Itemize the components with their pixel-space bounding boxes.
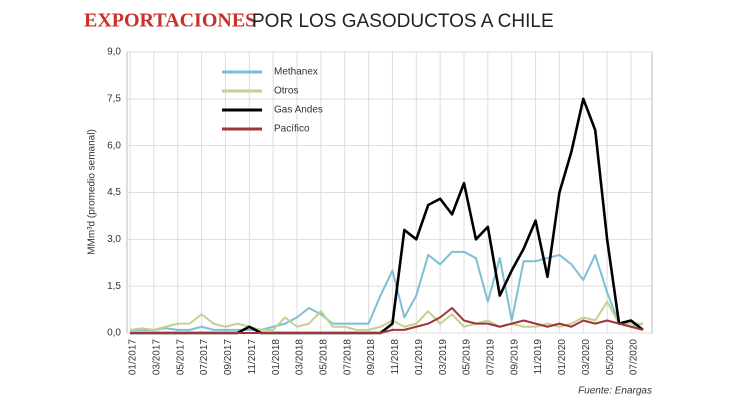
x-tick-label: 03/2019 <box>438 339 449 376</box>
x-tick-label: 07/2017 <box>199 339 210 376</box>
x-tick-label: 09/2017 <box>223 339 234 376</box>
y-tick-label: 4,5 <box>107 187 121 198</box>
x-tick-label: 11/2017 <box>247 339 258 375</box>
y-tick-label: 9,0 <box>107 47 121 58</box>
x-tick-label: 05/2018 <box>318 339 329 376</box>
x-tick-label: 11/2018 <box>390 339 401 375</box>
x-tick-label: 01/2018 <box>271 339 282 376</box>
series-line <box>130 307 644 334</box>
y-tick-label: 3,0 <box>107 234 121 245</box>
x-tick-label: 05/2020 <box>605 339 616 376</box>
x-tick-label: 01/2020 <box>557 339 568 376</box>
x-tick-label: 09/2019 <box>509 339 520 376</box>
x-tick-label: 07/2019 <box>485 339 496 376</box>
x-tick-label: 07/2020 <box>629 339 640 376</box>
series-line <box>129 300 643 331</box>
y-tick-label: 1,5 <box>107 281 121 292</box>
series-line <box>130 97 644 335</box>
x-tick-label: 03/2017 <box>151 339 162 376</box>
x-tick-label: 03/2020 <box>581 339 592 376</box>
chart-title: EXPORTACIONES <box>84 10 256 32</box>
x-tick-label: 01/2017 <box>128 339 139 376</box>
y-tick-label: 7,5 <box>107 93 121 104</box>
legend-label: Methanex <box>274 67 318 78</box>
y-axis-label: MMm³d (promedio semanal) <box>87 129 98 255</box>
x-tick-label: 03/2018 <box>295 339 306 376</box>
x-tick-label: 01/2019 <box>414 339 425 376</box>
source: Fuente: Enargas <box>578 386 652 397</box>
legend-label: Gas Andes <box>274 105 323 116</box>
chart-subtitle: POR LOS GASODUCTOS A CHILE <box>252 11 554 32</box>
x-tick-label: 09/2018 <box>366 339 377 376</box>
legend-label: Otros <box>274 86 298 97</box>
x-tick-label: 11/2019 <box>533 339 544 375</box>
series-line <box>130 250 644 331</box>
x-tick-label: 05/2019 <box>462 339 473 376</box>
x-tick-label: 05/2017 <box>175 339 186 376</box>
x-tick-label: 07/2018 <box>342 339 353 376</box>
legend-label: Pacífico <box>274 124 310 135</box>
y-tick-label: 0,0 <box>107 328 121 339</box>
y-tick-label: 6,0 <box>107 140 121 151</box>
